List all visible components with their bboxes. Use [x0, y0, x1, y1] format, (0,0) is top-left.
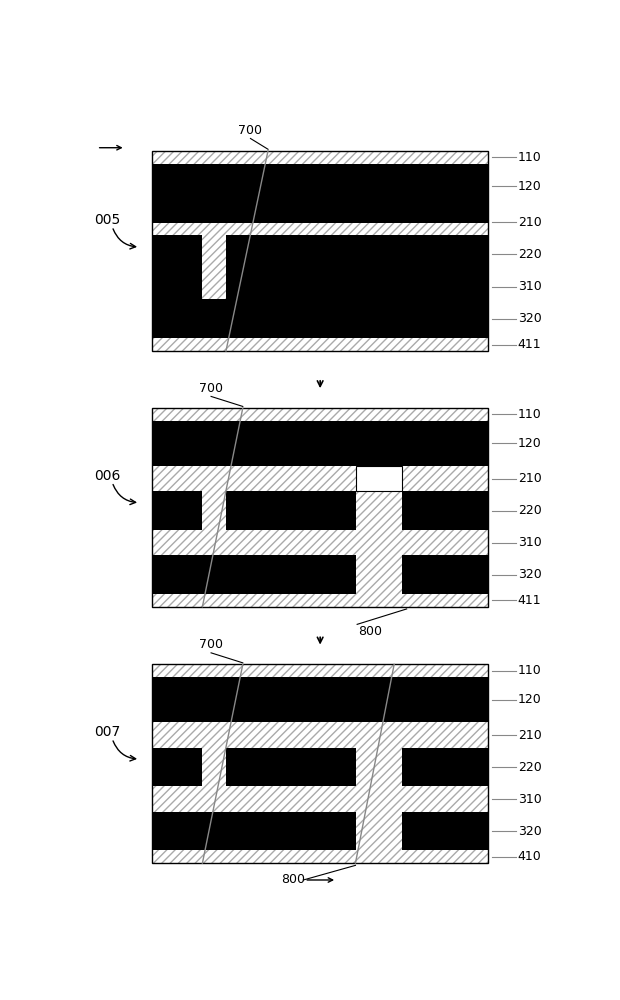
Text: 310: 310 [518, 280, 541, 293]
Bar [152, 408, 489, 607]
Bar [152, 748, 203, 786]
Text: 120: 120 [518, 180, 541, 193]
Text: 700: 700 [199, 382, 223, 395]
Bar [356, 466, 402, 491]
Text: 210: 210 [518, 472, 541, 485]
Text: 220: 220 [518, 504, 541, 517]
Bar [152, 168, 489, 223]
Bar [152, 421, 489, 466]
Text: 320: 320 [518, 825, 541, 838]
Bar [226, 235, 489, 274]
Text: 411: 411 [518, 338, 541, 351]
Bar [152, 491, 203, 530]
Bar [152, 555, 356, 594]
Text: 220: 220 [518, 761, 541, 774]
Text: 700: 700 [199, 638, 223, 651]
Text: 800: 800 [358, 625, 383, 638]
Bar [152, 299, 489, 338]
Text: 410: 410 [518, 850, 541, 863]
Bar [402, 491, 489, 530]
Text: 005: 005 [94, 213, 120, 227]
Bar [152, 677, 489, 722]
Bar [152, 812, 356, 850]
Bar [402, 748, 489, 786]
Text: 110: 110 [518, 664, 541, 677]
Text: 110: 110 [518, 408, 541, 421]
Bar [152, 151, 489, 351]
Bar [152, 408, 489, 607]
Text: 210: 210 [518, 729, 541, 742]
Bar [152, 258, 203, 304]
Text: 700: 700 [239, 124, 262, 137]
Text: 320: 320 [518, 312, 541, 325]
Text: 310: 310 [518, 536, 541, 549]
Bar [402, 555, 489, 594]
Bar [226, 748, 356, 786]
Text: 007: 007 [94, 725, 120, 739]
Bar [152, 664, 489, 863]
Text: 320: 320 [518, 568, 541, 581]
Text: 120: 120 [518, 693, 541, 706]
Text: 411: 411 [518, 594, 541, 607]
Bar [152, 151, 489, 351]
Bar [226, 491, 356, 530]
Bar [226, 258, 489, 304]
Text: 120: 120 [518, 437, 541, 450]
Text: 110: 110 [518, 151, 541, 164]
Bar [152, 164, 489, 209]
Text: 800: 800 [281, 873, 305, 886]
Text: 006: 006 [94, 469, 121, 483]
Text: 310: 310 [518, 793, 541, 806]
Bar [152, 664, 489, 863]
Bar [152, 235, 203, 274]
Text: 210: 210 [518, 216, 541, 229]
Text: 220: 220 [518, 248, 541, 261]
Bar [402, 812, 489, 850]
